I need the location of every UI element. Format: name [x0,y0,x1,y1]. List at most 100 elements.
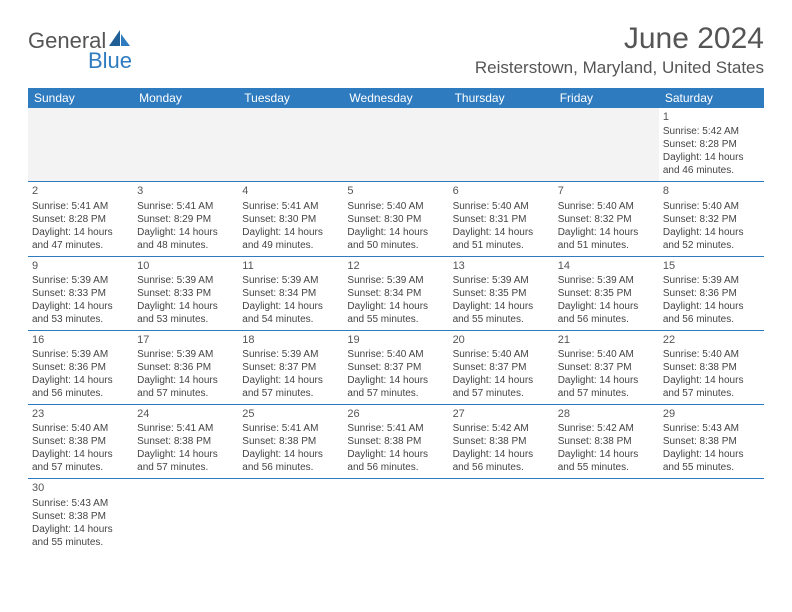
daylight-text: and 52 minutes. [663,239,760,252]
daylight-text: Daylight: 14 hours [347,374,444,387]
sunrise-text: Sunrise: 5:40 AM [347,200,444,213]
calendar-cell [659,479,764,553]
sunrise-text: Sunrise: 5:43 AM [32,497,129,510]
calendar-table: Sunday Monday Tuesday Wednesday Thursday… [28,88,764,553]
daylight-text: Daylight: 14 hours [242,448,339,461]
day-number: 7 [558,184,655,198]
sunset-text: Sunset: 8:29 PM [137,213,234,226]
day-number: 21 [558,333,655,347]
daylight-text: Daylight: 14 hours [242,300,339,313]
day-header: Saturday [659,88,764,108]
daylight-text: Daylight: 14 hours [347,300,444,313]
calendar-cell: 9Sunrise: 5:39 AMSunset: 8:33 PMDaylight… [28,256,133,330]
sunrise-text: Sunrise: 5:40 AM [663,200,760,213]
calendar-cell: 30Sunrise: 5:43 AMSunset: 8:38 PMDayligh… [28,479,133,553]
calendar-cell: 7Sunrise: 5:40 AMSunset: 8:32 PMDaylight… [554,182,659,256]
daylight-text: Daylight: 14 hours [663,374,760,387]
sunset-text: Sunset: 8:34 PM [242,287,339,300]
day-header: Wednesday [343,88,448,108]
calendar-cell: 16Sunrise: 5:39 AMSunset: 8:36 PMDayligh… [28,330,133,404]
day-number: 25 [242,407,339,421]
sunset-text: Sunset: 8:32 PM [663,213,760,226]
sunset-text: Sunset: 8:28 PM [32,213,129,226]
location-text: Reisterstown, Maryland, United States [475,58,764,78]
daylight-text: and 54 minutes. [242,313,339,326]
calendar-cell: 17Sunrise: 5:39 AMSunset: 8:36 PMDayligh… [133,330,238,404]
calendar-cell: 11Sunrise: 5:39 AMSunset: 8:34 PMDayligh… [238,256,343,330]
day-number: 1 [663,110,760,124]
calendar-cell: 26Sunrise: 5:41 AMSunset: 8:38 PMDayligh… [343,405,448,479]
calendar-cell: 18Sunrise: 5:39 AMSunset: 8:37 PMDayligh… [238,330,343,404]
daylight-text: and 57 minutes. [242,387,339,400]
calendar-cell [343,479,448,553]
daylight-text: and 56 minutes. [453,461,550,474]
sunset-text: Sunset: 8:38 PM [347,435,444,448]
day-number: 27 [453,407,550,421]
sunset-text: Sunset: 8:38 PM [558,435,655,448]
sunset-text: Sunset: 8:38 PM [242,435,339,448]
sunrise-text: Sunrise: 5:42 AM [558,422,655,435]
daylight-text: and 55 minutes. [32,536,129,549]
calendar-cell: 29Sunrise: 5:43 AMSunset: 8:38 PMDayligh… [659,405,764,479]
daylight-text: and 47 minutes. [32,239,129,252]
sunrise-text: Sunrise: 5:39 AM [558,274,655,287]
sunrise-text: Sunrise: 5:39 AM [32,348,129,361]
daylight-text: Daylight: 14 hours [453,448,550,461]
day-number: 17 [137,333,234,347]
daylight-text: Daylight: 14 hours [663,448,760,461]
sunrise-text: Sunrise: 5:40 AM [558,200,655,213]
daylight-text: Daylight: 14 hours [558,374,655,387]
sunrise-text: Sunrise: 5:39 AM [347,274,444,287]
daylight-text: and 51 minutes. [453,239,550,252]
daylight-text: and 57 minutes. [347,387,444,400]
day-header: Thursday [449,88,554,108]
sunrise-text: Sunrise: 5:39 AM [242,274,339,287]
daylight-text: and 56 minutes. [558,313,655,326]
calendar-cell: 24Sunrise: 5:41 AMSunset: 8:38 PMDayligh… [133,405,238,479]
daylight-text: and 57 minutes. [137,387,234,400]
day-header: Sunday [28,88,133,108]
calendar-week-row: 1Sunrise: 5:42 AMSunset: 8:28 PMDaylight… [28,108,764,182]
day-number: 24 [137,407,234,421]
calendar-cell: 2Sunrise: 5:41 AMSunset: 8:28 PMDaylight… [28,182,133,256]
sunset-text: Sunset: 8:33 PM [32,287,129,300]
daylight-text: and 56 minutes. [32,387,129,400]
sunrise-text: Sunrise: 5:39 AM [453,274,550,287]
daylight-text: Daylight: 14 hours [137,226,234,239]
day-number: 3 [137,184,234,198]
calendar-cell: 25Sunrise: 5:41 AMSunset: 8:38 PMDayligh… [238,405,343,479]
daylight-text: and 57 minutes. [32,461,129,474]
sunrise-text: Sunrise: 5:39 AM [137,274,234,287]
daylight-text: Daylight: 14 hours [137,448,234,461]
sunset-text: Sunset: 8:32 PM [558,213,655,226]
sunrise-text: Sunrise: 5:40 AM [663,348,760,361]
day-number: 6 [453,184,550,198]
daylight-text: and 49 minutes. [242,239,339,252]
daylight-text: Daylight: 14 hours [558,448,655,461]
day-number: 2 [32,184,129,198]
calendar-cell: 19Sunrise: 5:40 AMSunset: 8:37 PMDayligh… [343,330,448,404]
daylight-text: and 57 minutes. [558,387,655,400]
calendar-cell: 23Sunrise: 5:40 AMSunset: 8:38 PMDayligh… [28,405,133,479]
day-header: Friday [554,88,659,108]
calendar-cell: 12Sunrise: 5:39 AMSunset: 8:34 PMDayligh… [343,256,448,330]
calendar-week-row: 2Sunrise: 5:41 AMSunset: 8:28 PMDaylight… [28,182,764,256]
daylight-text: Daylight: 14 hours [32,226,129,239]
calendar-cell [28,108,133,182]
sunset-text: Sunset: 8:37 PM [347,361,444,374]
sunrise-text: Sunrise: 5:40 AM [558,348,655,361]
sunset-text: Sunset: 8:31 PM [453,213,550,226]
calendar-week-row: 16Sunrise: 5:39 AMSunset: 8:36 PMDayligh… [28,330,764,404]
sunset-text: Sunset: 8:38 PM [137,435,234,448]
calendar-cell [238,108,343,182]
calendar-cell: 4Sunrise: 5:41 AMSunset: 8:30 PMDaylight… [238,182,343,256]
sunset-text: Sunset: 8:35 PM [453,287,550,300]
sunrise-text: Sunrise: 5:42 AM [453,422,550,435]
calendar-cell [238,479,343,553]
day-number: 23 [32,407,129,421]
calendar-cell [449,108,554,182]
day-number: 20 [453,333,550,347]
sunset-text: Sunset: 8:30 PM [242,213,339,226]
daylight-text: Daylight: 14 hours [32,523,129,536]
calendar-cell: 6Sunrise: 5:40 AMSunset: 8:31 PMDaylight… [449,182,554,256]
